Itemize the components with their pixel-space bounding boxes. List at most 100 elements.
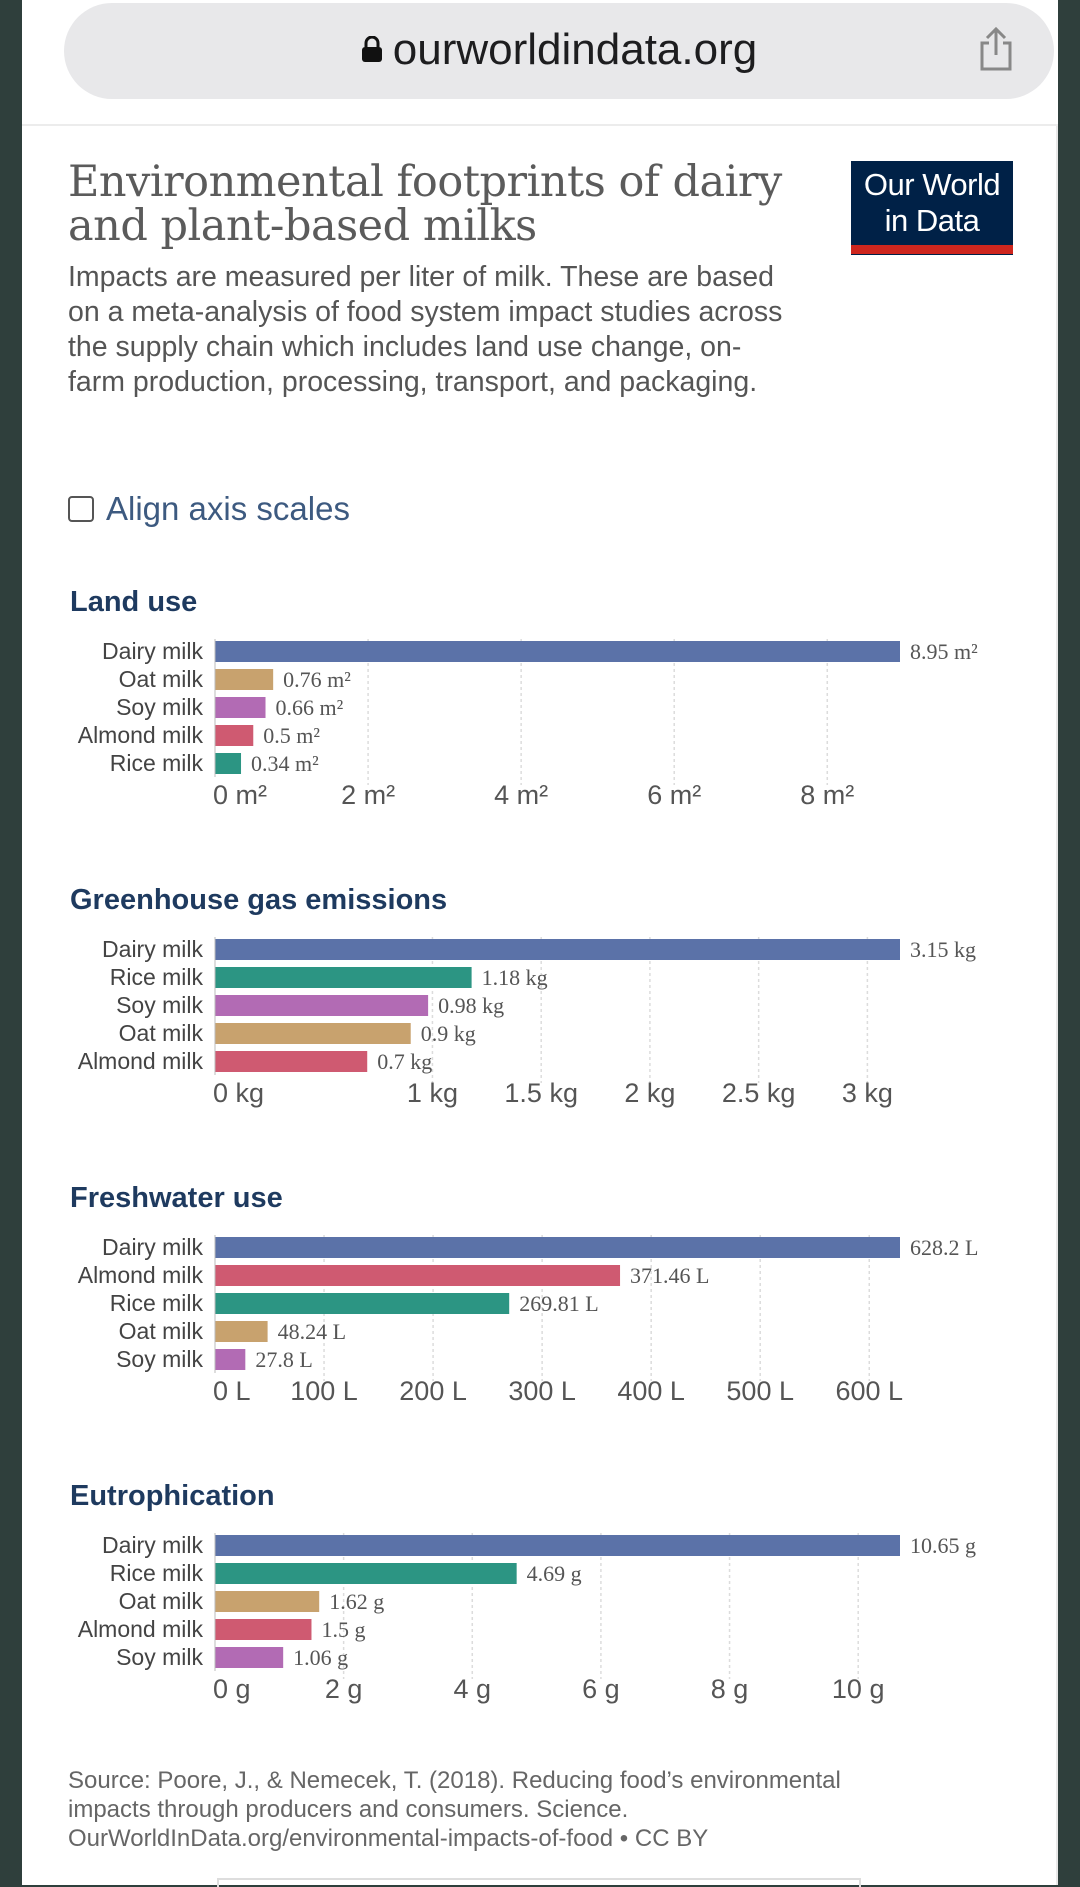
axis-tick-label: 1.5 kg [504,1078,578,1108]
bar-almond-milk[interactable] [215,1265,621,1286]
bar-dairy-milk[interactable] [215,641,900,662]
value-label: 0.7 kg [377,1049,432,1074]
owid-logo[interactable]: Our World in Data [851,161,1013,255]
chart-frame [22,126,1058,1885]
eutrophication-plot: Dairy milk 10.65 g Rice milk 4.69 g Oat milk… [78,1532,976,1704]
axis-tick-label: 300 L [508,1376,576,1406]
value-label: 1.5 g [321,1617,365,1642]
category-label: Oat milk [119,666,204,692]
axis-tick-label: 500 L [726,1376,794,1406]
align-axis-label: Align axis scales [106,490,350,527]
category-label: Rice milk [110,1560,204,1586]
bar-almond-milk[interactable] [215,725,254,746]
bar-oat-milk[interactable] [215,669,274,690]
logo-line-2: in Data [884,203,980,238]
value-label: 4.69 g [527,1561,582,1586]
axis-tick-label: 10 g [832,1674,885,1704]
value-label: 27.8 L [255,1347,312,1372]
value-label: 1.18 kg [482,965,548,990]
chart-subtitle: Impacts are measured per liter of milk. … [68,261,783,398]
category-label: Dairy milk [102,1532,203,1558]
bar-soy-milk[interactable] [215,697,266,718]
category-label: Oat milk [119,1020,204,1046]
bar-almond-milk[interactable] [215,1619,312,1640]
value-label: 0.34 m² [251,751,319,776]
align-axis-checkbox[interactable] [68,496,94,523]
axis-tick-label: 2 kg [624,1078,675,1108]
bar-dairy-milk[interactable] [215,1237,900,1258]
axis-tick-label: 0 m² [213,780,267,810]
value-label: 8.95 m² [910,639,978,664]
land-use-chart: Land use Dairy milk 8.95 m² Oat milk 0.76 m… [22,586,1058,886]
category-label: Dairy milk [102,1234,203,1260]
source-line-1: Source: Poore, J., & Nemecek, T. (2018).… [68,1767,841,1794]
category-label: Almond milk [78,1616,204,1642]
ghg-emissions-chart: Greenhouse gas emissions Dairy milk 3.15 … [22,884,1058,1184]
category-label: Almond milk [78,722,204,748]
url-text: ourworldindata.org [392,25,758,74]
bar-rice-milk[interactable] [215,1293,510,1314]
category-label: Soy milk [116,1644,203,1670]
axis-tick-label: 2 m² [341,780,395,810]
freshwater-use-chart: Freshwater use Dairy milk 628.2 L Almond m… [22,1182,1058,1482]
category-label: Soy milk [116,992,203,1018]
bar-soy-milk[interactable] [215,1647,284,1668]
bar-rice-milk[interactable] [215,753,242,774]
value-label: 0.76 m² [283,667,351,692]
bottom-tab-bar [217,1878,861,1887]
value-label: 269.81 L [519,1291,598,1316]
category-label: Dairy milk [102,936,203,962]
bar-oat-milk[interactable] [215,1023,411,1044]
bar-soy-milk[interactable] [215,995,429,1016]
chart-panel-title: Freshwater use [70,1182,283,1214]
axis-tick-label: 100 L [290,1376,358,1406]
axis-tick-label: 0 kg [213,1078,264,1108]
align-axis-toggle[interactable]: Align axis scales [68,490,350,528]
source-note: Source: Poore, J., & Nemecek, T. (2018).… [68,1766,968,1853]
axis-tick-label: 200 L [399,1376,467,1406]
axis-tick-label: 2 g [325,1674,363,1704]
axis-tick-label: 3 kg [842,1078,893,1108]
category-label: Dairy milk [102,638,203,664]
bar-soy-milk[interactable] [215,1349,246,1370]
bar-rice-milk[interactable] [215,1563,517,1584]
logo-accent-bar [851,245,1013,254]
axis-tick-label: 4 m² [494,780,548,810]
axis-tick-label: 2.5 kg [722,1078,796,1108]
chart-title: Environmental footprints of dairy and pl… [68,157,782,251]
axis-tick-label: 1 kg [407,1078,458,1108]
bar-almond-milk[interactable] [215,1051,368,1072]
chart-panel-title: Land use [70,586,198,618]
bar-oat-milk[interactable] [215,1321,268,1342]
bar-dairy-milk[interactable] [215,1535,900,1556]
source-link[interactable]: OurWorldInData.org/environmental-impacts… [68,1825,709,1852]
url-display[interactable]: ourworldindata.org [64,25,1054,75]
bar-rice-milk[interactable] [215,967,472,988]
category-label: Soy milk [116,694,203,720]
value-label: 3.15 kg [910,937,976,962]
value-label: 628.2 L [910,1235,978,1260]
category-label: Almond milk [78,1048,204,1074]
category-label: Oat milk [119,1318,204,1344]
bar-dairy-milk[interactable] [215,939,900,960]
chart-panel-title: Eutrophication [70,1480,275,1512]
value-label: 0.9 kg [421,1021,476,1046]
bar-oat-milk[interactable] [215,1591,320,1612]
value-label: 0.98 kg [438,993,504,1018]
share-icon[interactable] [976,26,1016,76]
source-line-2: impacts through producers and consumers.… [68,1796,629,1823]
chart-panel-title: Greenhouse gas emissions [70,884,448,916]
axis-tick-label: 400 L [617,1376,685,1406]
lock-icon [361,23,383,73]
value-label: 10.65 g [910,1533,976,1558]
category-label: Oat milk [119,1588,204,1614]
axis-tick-label: 6 m² [647,780,701,810]
eutrophication-chart: Eutrophication Dairy milk 10.65 g Rice mil… [22,1480,1058,1780]
value-label: 0.5 m² [263,723,320,748]
category-label: Almond milk [78,1262,204,1288]
web-page: ourworldindata.org Environmental footpri… [22,0,1058,1887]
value-label: 0.66 m² [276,695,344,720]
address-bar[interactable]: ourworldindata.org [64,3,1054,99]
value-label: 1.62 g [329,1589,384,1614]
value-label: 1.06 g [293,1645,348,1670]
